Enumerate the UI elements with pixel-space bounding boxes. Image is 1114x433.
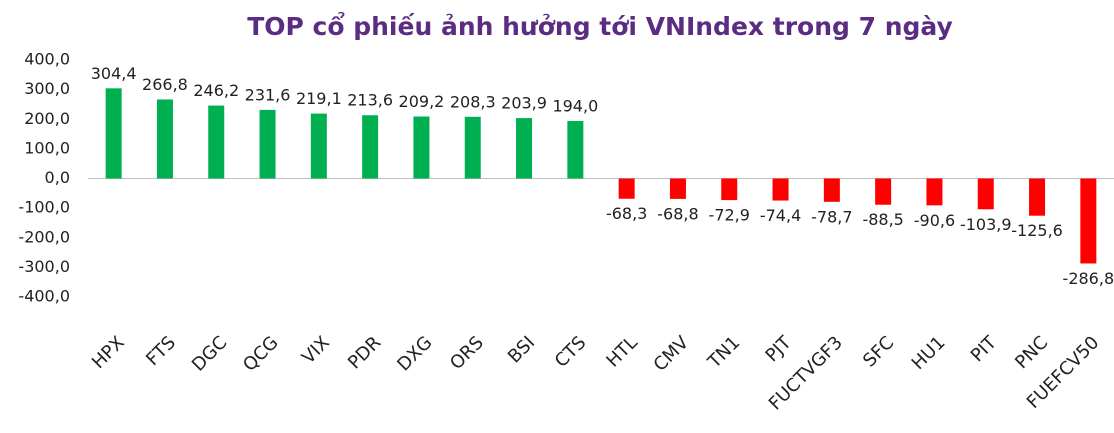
value-label: -88,5: [862, 210, 903, 229]
value-label: 209,2: [399, 92, 445, 111]
bar: [105, 88, 122, 179]
x-tick-label: PNC: [1011, 332, 1052, 373]
bar: [926, 178, 943, 206]
bar: [516, 118, 533, 179]
x-tick-label: HTL: [602, 332, 641, 371]
y-tick-label: -400,0: [18, 287, 70, 306]
bar: [1029, 178, 1046, 216]
value-label: 219,1: [296, 89, 342, 108]
value-label: 266,8: [142, 75, 188, 94]
bar: [259, 109, 276, 179]
x-tick-label: BSI: [504, 332, 539, 367]
x-tick-label: CTS: [551, 332, 591, 372]
bar: [875, 178, 892, 205]
bar: [721, 178, 738, 201]
value-label: -125,6: [1011, 221, 1063, 240]
bar: [823, 178, 840, 202]
value-label: -68,3: [606, 204, 647, 223]
y-tick-label: 0,0: [45, 168, 70, 187]
value-label: 231,6: [245, 85, 291, 104]
y-tick-label: 100,0: [24, 138, 70, 157]
value-label: -103,9: [960, 215, 1012, 234]
y-tick-label: -200,0: [18, 227, 70, 246]
value-label: 194,0: [552, 97, 598, 116]
value-label: -90,6: [914, 211, 955, 230]
value-label: 208,3: [450, 92, 496, 111]
x-tick-label: PIT: [967, 332, 1002, 367]
x-tick-label: HPX: [88, 332, 129, 373]
y-tick-label: -300,0: [18, 257, 70, 276]
x-tick-label: TN1: [703, 332, 744, 373]
x-tick-label: PJT: [762, 332, 797, 367]
chart-title: TOP cổ phiếu ảnh hưởng tới VNIndex trong…: [247, 11, 953, 41]
bar: [977, 178, 994, 210]
y-tick-label: -100,0: [18, 198, 70, 217]
x-tick-label: PDR: [344, 332, 385, 373]
bar: [1080, 178, 1097, 264]
value-label: 203,9: [501, 94, 547, 113]
value-label: 246,2: [193, 81, 239, 100]
bar: [156, 99, 173, 179]
bar: [669, 178, 686, 199]
y-tick-label: 300,0: [24, 79, 70, 98]
bar: [618, 178, 635, 199]
bar: [464, 116, 481, 179]
x-tick-label: HU1: [908, 332, 950, 374]
bar: [362, 115, 379, 179]
bar: [413, 116, 430, 179]
value-label: 213,6: [347, 91, 393, 110]
y-tick-label: 200,0: [24, 109, 70, 128]
x-tick-label: DGC: [188, 332, 231, 375]
x-tick-label: CMV: [650, 332, 694, 376]
value-label: -286,8: [1063, 269, 1114, 288]
value-label: -78,7: [811, 207, 852, 226]
bar: [772, 178, 789, 201]
bar: [208, 105, 225, 179]
value-label: -72,9: [709, 206, 750, 225]
x-tick-label: QCG: [239, 332, 283, 376]
bar: [567, 121, 584, 179]
x-tick-label: VIX: [298, 332, 334, 368]
x-tick-label: SFC: [859, 332, 898, 371]
y-tick-label: 400,0: [24, 50, 70, 69]
bar: [310, 113, 327, 179]
x-tick-label: DXG: [393, 332, 436, 375]
value-label: -74,4: [760, 206, 801, 225]
value-label: 304,4: [91, 64, 137, 83]
x-tick-label: ORS: [446, 332, 488, 374]
value-label: -68,8: [657, 204, 698, 223]
x-tick-label: FTS: [142, 332, 180, 370]
